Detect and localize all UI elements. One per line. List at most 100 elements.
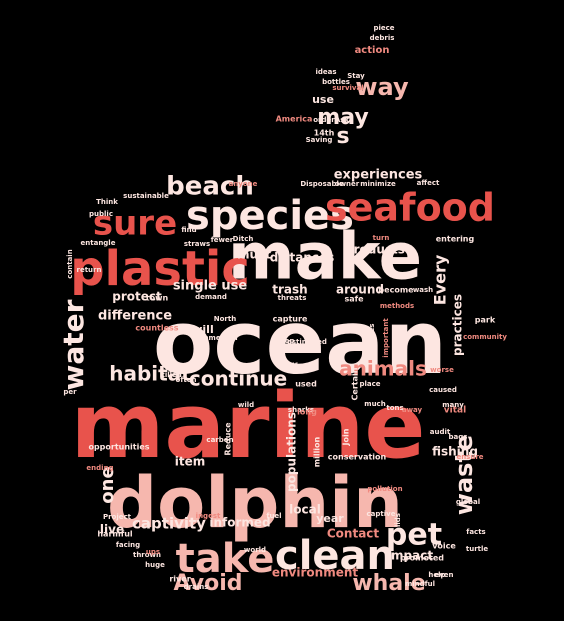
cloud-word: many	[442, 401, 464, 409]
cloud-word: huge	[145, 561, 165, 569]
cloud-word: environment	[272, 566, 359, 580]
cloud-word: mindful	[405, 580, 435, 588]
cloud-word: will	[192, 323, 213, 336]
cloud-word: use	[312, 93, 334, 106]
apple-silhouette	[61, 174, 501, 597]
cloud-word: believes	[368, 324, 376, 357]
cloud-word: ups	[146, 548, 160, 556]
cloud-word: Project	[103, 513, 132, 521]
cloud-word: Think	[96, 198, 118, 206]
cloud-word: waste	[450, 435, 478, 515]
cloud-word: threats	[278, 294, 307, 302]
cloud-word: ensure	[456, 453, 483, 461]
cloud-word: impact	[387, 549, 433, 563]
cloud-word: whale	[352, 571, 425, 596]
cloud-word: turn	[373, 234, 390, 242]
cloud-word: demand	[195, 293, 227, 301]
cloud-word: public	[89, 210, 113, 218]
cloud-word: order	[313, 116, 335, 124]
cloud-word: park	[475, 316, 496, 325]
cloud-word: worse	[430, 366, 454, 374]
cloud-word: world	[244, 546, 266, 554]
cloud-word: life	[290, 362, 303, 370]
cloud-word: ideas	[315, 68, 336, 76]
cloud-word: pet	[386, 518, 442, 553]
cloud-word: sustainable	[123, 192, 169, 200]
cloud-word: plastic	[70, 241, 250, 297]
cloud-word: much	[364, 400, 385, 408]
cloud-word: sure	[93, 204, 177, 244]
cloud-word: become	[378, 286, 414, 295]
cloud-word: promoted	[400, 554, 444, 563]
cloud-word: even	[434, 571, 453, 579]
cloud-word: Saving	[306, 136, 333, 144]
cloud-word: year	[316, 512, 344, 525]
cloud-word: distances	[270, 251, 335, 265]
cloud-word: voice	[432, 542, 456, 551]
cloud-word: practices	[451, 294, 465, 356]
cloud-word: methods	[380, 302, 414, 310]
cloud-word: river	[169, 575, 190, 584]
cloud-word: tons	[386, 404, 403, 412]
cloud-word: piece	[373, 24, 394, 32]
cloud-word: must	[237, 248, 271, 262]
cloud-word: protect	[112, 290, 162, 304]
cloud-word: long	[297, 408, 317, 417]
cloud-word: return	[77, 266, 102, 274]
cloud-word: used	[295, 380, 317, 389]
cloud-word: Certain	[351, 367, 360, 400]
cloud-word: lids	[394, 513, 402, 527]
cloud-word: 14th	[314, 129, 335, 138]
cloud-word: around	[336, 283, 384, 297]
cloud-word: animals	[339, 357, 427, 381]
cloud-word: captivity	[132, 515, 206, 533]
cloud-word: way	[355, 73, 409, 101]
cloud-word: item	[175, 455, 206, 469]
cloud-word: affect	[417, 179, 440, 187]
cloud-word: community	[463, 333, 507, 341]
cloud-word: wash	[413, 286, 433, 294]
cloud-word: informed	[209, 516, 270, 530]
cloud-word: killed	[160, 371, 182, 379]
cloud-word: ocean	[153, 291, 447, 394]
cloud-word: marine	[71, 374, 426, 479]
cloud-word: ingest	[196, 512, 221, 520]
cloud-word: ending	[86, 464, 113, 472]
cloud-word: minimize	[360, 180, 396, 188]
cloud-word: continue	[189, 367, 287, 391]
cloud-word: sharks	[288, 406, 314, 414]
cloud-word: often	[176, 376, 197, 384]
cloud-word: entangle	[81, 239, 116, 247]
cloud-word: town	[146, 294, 169, 303]
cloud-word: facts	[466, 528, 485, 536]
cloud-word: caused	[429, 386, 457, 394]
cloud-word: Reduce	[224, 422, 233, 456]
cloud-word: action	[355, 45, 390, 56]
cloud-word: carbon	[206, 436, 233, 444]
cloud-word: seafood	[325, 186, 495, 230]
cloud-word: wild	[238, 401, 254, 409]
cloud-word: local	[289, 503, 321, 517]
cloud-word: owner	[335, 180, 360, 188]
cloud-word: experiences	[334, 168, 423, 183]
cloud-word: water	[57, 299, 90, 390]
cloud-word: help	[428, 571, 445, 579]
cloud-word: thrown	[133, 551, 161, 559]
cloud-word: important	[382, 318, 390, 358]
cloud-word: drains	[184, 583, 209, 591]
cloud-word: entering	[436, 235, 475, 244]
cloud-word: turtle	[466, 545, 489, 553]
cloud-word: Disposable	[300, 180, 343, 188]
cloud-word: fewer	[211, 236, 234, 244]
cloud-word: keep	[276, 337, 295, 345]
cloud-word: facing	[116, 541, 140, 549]
cloud-word: straws	[184, 240, 210, 248]
cloud-word: away	[402, 406, 423, 414]
cloud-word: difference	[98, 309, 172, 324]
cloud-word: dolphin	[107, 462, 403, 544]
cloud-word: Contact	[327, 527, 380, 541]
cloud-word: Join	[342, 428, 351, 446]
cloud-word: Ditch	[233, 235, 254, 243]
cloud-word: Stay	[347, 72, 365, 80]
